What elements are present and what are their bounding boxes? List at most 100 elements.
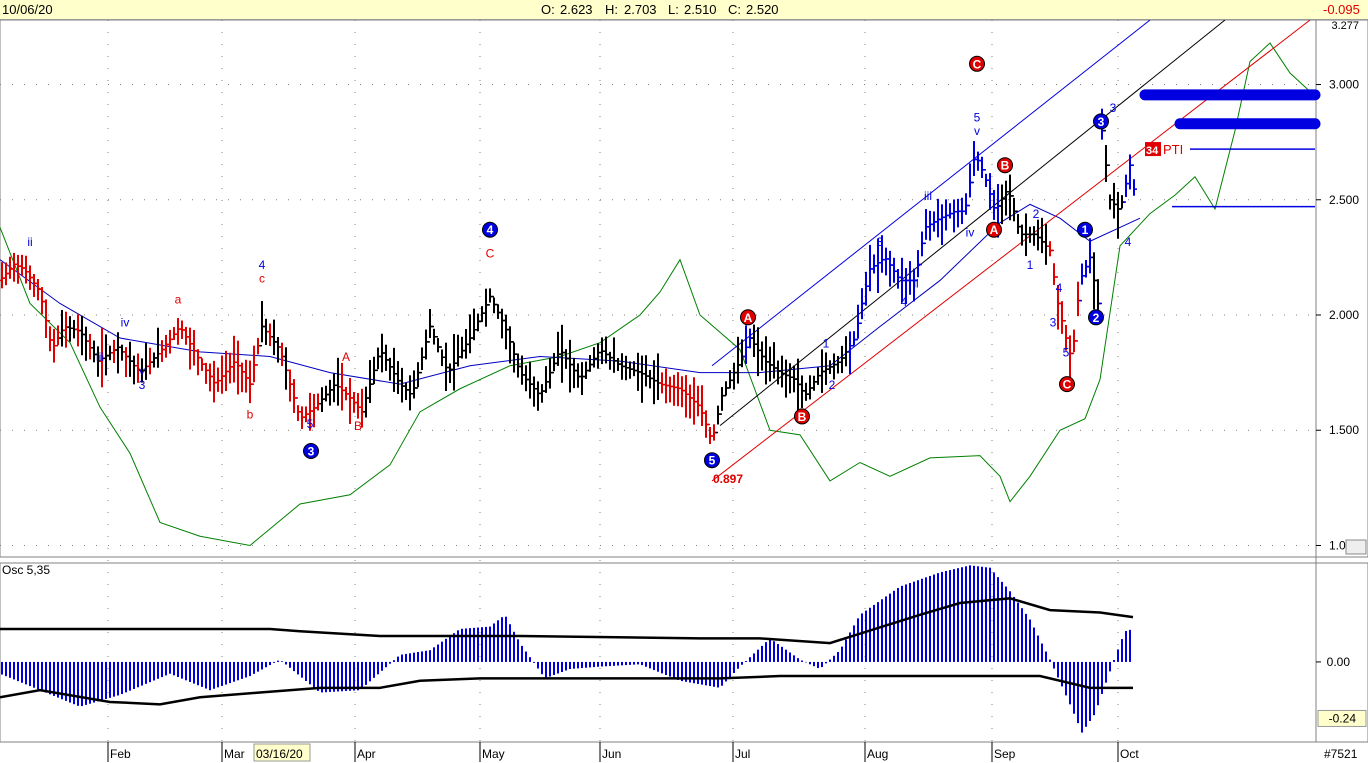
price-tick-label: 2.500 (1329, 193, 1359, 207)
wave-circle (704, 452, 720, 469)
wave-label: 4 (259, 258, 266, 272)
wave-label: iv (966, 226, 975, 240)
month-label: Jun (602, 747, 621, 761)
wave-circle (1093, 113, 1109, 130)
ohlc-header: 10/06/20 O: 2.623 H: 2.703 L: 2.510 C: 2… (0, 0, 1368, 20)
low-value: 2.510 (684, 2, 717, 17)
target-lines: 34 PTI (1139, 89, 1321, 208)
wave-label: iv (121, 316, 130, 330)
pti-label: PTI (1163, 142, 1183, 157)
wave-circle-label: A (990, 223, 999, 237)
wave-circle-label: 3 (1098, 115, 1105, 129)
wave-circle (997, 157, 1013, 174)
high-label: H: (605, 2, 618, 17)
wave-circle-label: 5 (709, 454, 716, 468)
wave-circle-label: B (798, 410, 807, 424)
wave-label: 3 (877, 235, 884, 249)
low-label: L: (668, 2, 679, 17)
highlight-date-box (253, 743, 311, 762)
wave-circle (740, 309, 756, 326)
wave-label: 5 (1063, 345, 1070, 359)
price-panel-frame (0, 19, 1368, 558)
wave-circle (1088, 309, 1104, 326)
open-label: O: (541, 2, 555, 17)
wave-circle-label: A (744, 311, 753, 325)
wave-label: C (486, 246, 495, 260)
wave-circle (986, 221, 1002, 238)
month-label: Feb (110, 747, 131, 761)
osc-title: Osc 5,35 (2, 563, 50, 577)
wave-label: 1 (823, 336, 830, 350)
ma-layer (0, 203, 1141, 385)
wave-circle-label: 4 (487, 223, 494, 237)
price-top-label: 3.277 (1331, 20, 1359, 32)
month-label: Oct (1120, 747, 1139, 761)
wave-label: 3 (1110, 101, 1117, 115)
price-tick-label: 2.000 (1329, 308, 1359, 322)
wave-circle (303, 442, 319, 459)
wave-label: 3 (1050, 316, 1057, 330)
scale-icon (1345, 539, 1367, 555)
wave-circle (482, 221, 498, 238)
wave-circle-label: C (973, 57, 982, 71)
month-label: Sep (994, 747, 1016, 761)
envelope-layer (0, 42, 1311, 547)
footer-code: #7521 (1324, 747, 1358, 761)
wave-labels: iiiviiiv3ab4c5ABC1234iiiiiiv5v1243534345… (27, 55, 1132, 486)
wave-label: 2 (829, 378, 836, 392)
wave-label: 2 (1033, 207, 1040, 221)
osc-bottom-label: -0.24 (1329, 711, 1357, 725)
osc-panel-frame (0, 562, 1368, 743)
wave-label: v (974, 124, 980, 138)
wave-circle (1059, 376, 1075, 393)
close-label: C: (728, 2, 741, 17)
pti-value: 34 (1146, 145, 1159, 157)
wave-label: b (247, 408, 254, 422)
osc-zero-label: 0.00 (1327, 655, 1351, 669)
month-label: Jul (735, 747, 750, 761)
wave-label: B (354, 419, 362, 433)
wave-label: v (139, 364, 145, 378)
wave-label: ii (913, 276, 918, 290)
osc-lower-band (0, 674, 1133, 706)
wave-circle (1077, 221, 1093, 238)
channel-line (719, 19, 1226, 427)
moving-average-line (0, 203, 1141, 385)
wave-circle-label: 2 (1093, 311, 1100, 325)
price-tick-label: 1.500 (1329, 423, 1359, 437)
month-label: Aug (867, 747, 888, 761)
channel-line (711, 19, 1151, 367)
change-value: -0.095 (1323, 2, 1360, 17)
wave-label: 1 (1027, 258, 1034, 272)
osc-bottom-box (1317, 709, 1367, 727)
wave-circle-label: B (1001, 159, 1010, 173)
wave-label: 5 (974, 110, 981, 124)
price-tick-label: 3.000 (1329, 78, 1359, 92)
wave-label: c (259, 272, 265, 286)
low-value-label: 0.897 (713, 472, 743, 486)
wave-label: 5 (307, 417, 314, 431)
month-label: Mar (224, 747, 245, 761)
highlight-date: 03/16/20 (256, 747, 303, 761)
open-value: 2.623 (560, 2, 593, 17)
wave-label: iii (96, 350, 104, 364)
wave-circle-label: 3 (308, 444, 315, 458)
wave-circle-label: C (1063, 378, 1072, 392)
wave-circle-label: 1 (1082, 223, 1089, 237)
wave-circle (969, 55, 985, 72)
wave-label: A (342, 350, 350, 364)
pti-value-box (1145, 142, 1161, 157)
oscillator-panel: Osc 5,35 (0, 563, 1134, 733)
close-value: 2.520 (746, 2, 779, 17)
price-bars (0, 108, 1137, 445)
month-label: May (482, 747, 505, 761)
wave-label: 3 (139, 378, 146, 392)
wave-label: ii (27, 235, 32, 249)
wave-label: a (175, 292, 182, 306)
wave-circle (794, 408, 810, 425)
wave-label: 4 (1056, 281, 1063, 295)
date-label: 10/06/20 (2, 2, 53, 17)
osc-upper-band (0, 597, 1134, 645)
